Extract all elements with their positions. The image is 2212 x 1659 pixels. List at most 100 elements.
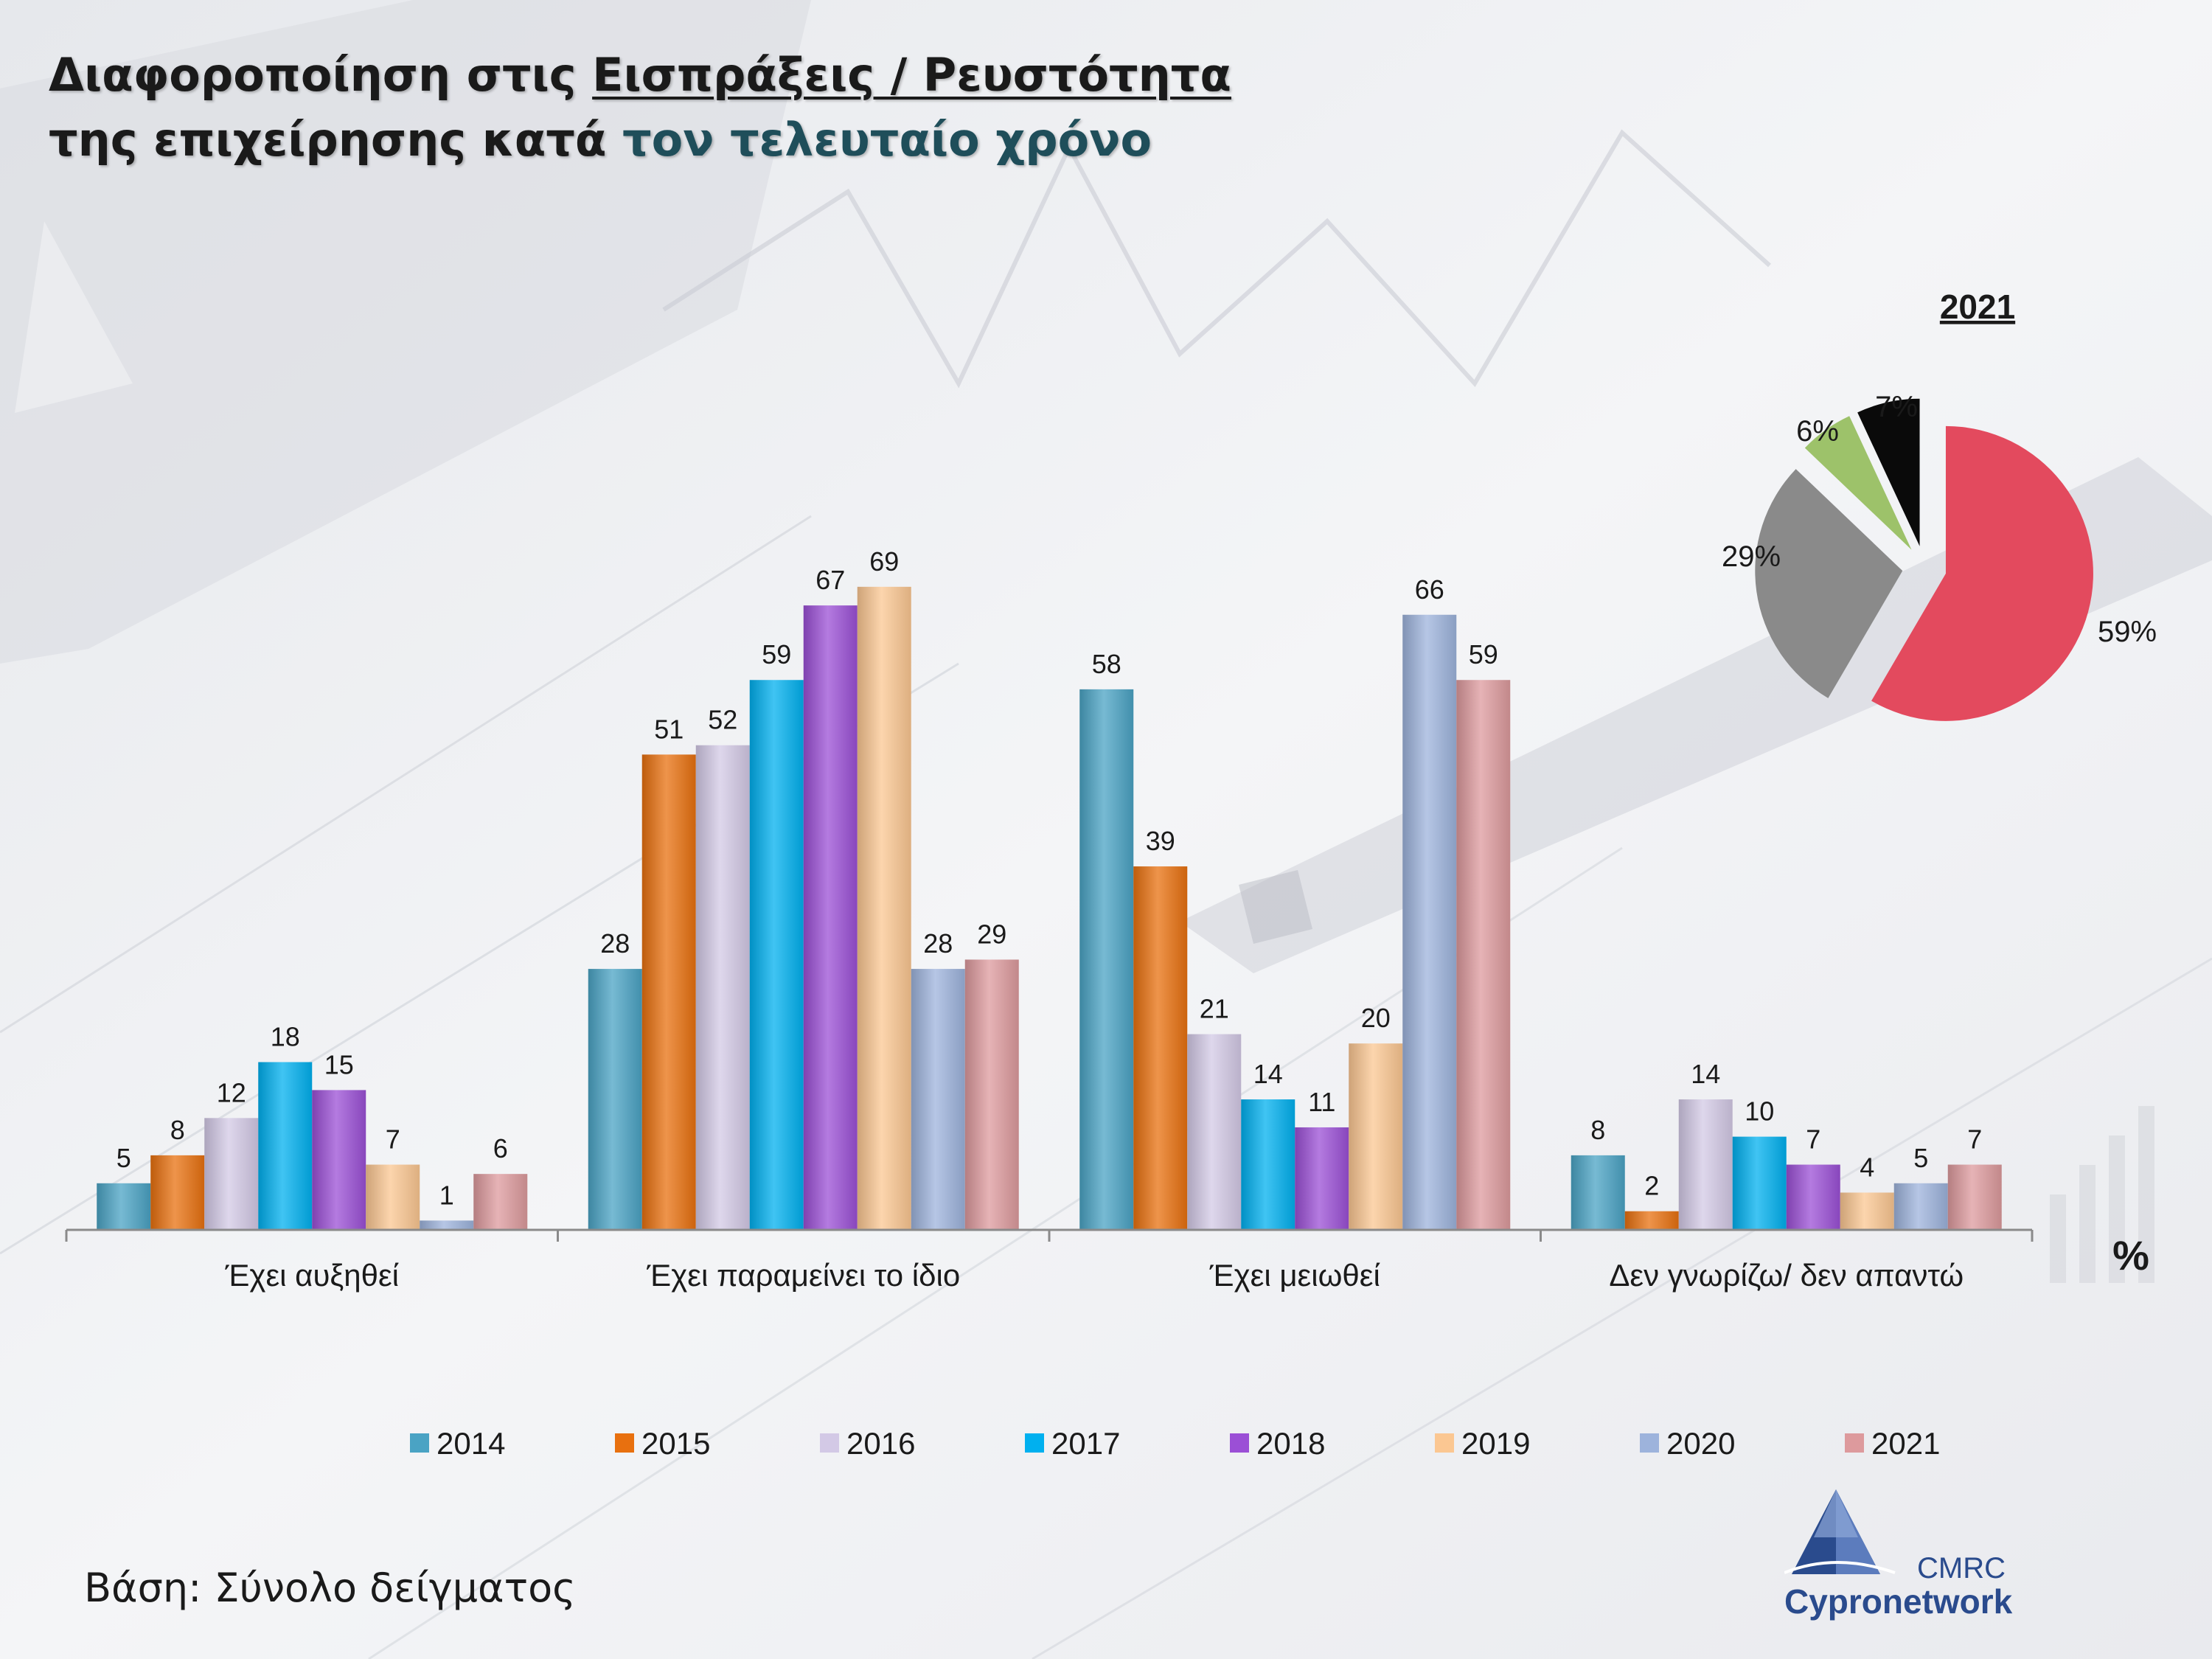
data-label: 12 — [217, 1077, 246, 1107]
data-label: 67 — [815, 565, 845, 595]
legend-label-2016: 2016 — [846, 1426, 915, 1461]
data-label: 7 — [1806, 1124, 1820, 1155]
title-line-1-text: Διαφοροποίηση στις — [49, 48, 593, 102]
bar-2020-3 — [1893, 1183, 1948, 1230]
data-label: 66 — [1415, 574, 1444, 605]
pie-slice-7pct — [1857, 398, 1920, 546]
bar-2014-2 — [1079, 689, 1134, 1230]
pie-title: 2021 — [1940, 288, 2015, 326]
bar-2015-1 — [641, 754, 696, 1230]
bar-2018-0 — [312, 1090, 366, 1230]
bar-2014-1 — [588, 969, 642, 1230]
title-line-2: της επιχείρησης κατά τον τελευταίο χρόνο — [49, 108, 1231, 173]
bar-2021-2 — [1456, 680, 1511, 1230]
data-label: 14 — [1253, 1059, 1283, 1089]
bar-2019-0 — [366, 1164, 420, 1230]
bar-2015-2 — [1133, 866, 1188, 1230]
data-label: 28 — [923, 928, 953, 959]
logo-name-text: Cypronetwork — [1784, 1582, 2013, 1621]
bar-2017-1 — [749, 680, 804, 1230]
data-label: 4 — [1860, 1152, 1874, 1182]
data-label: 59 — [1469, 639, 1498, 669]
bar-2015-0 — [150, 1155, 205, 1230]
bar-2016-3 — [1678, 1099, 1733, 1230]
cmrc-logo: CMRC Cypronetwork — [1784, 1486, 2020, 1633]
legend-swatch-2016 — [820, 1433, 839, 1453]
legend-swatch-2018 — [1230, 1433, 1249, 1453]
data-label: 8 — [1590, 1115, 1605, 1145]
bar-2018-3 — [1786, 1164, 1840, 1230]
data-label: 52 — [708, 705, 737, 735]
pie-label: 29% — [1722, 540, 1781, 573]
bar-2017-3 — [1732, 1136, 1787, 1230]
bar-2020-0 — [420, 1220, 474, 1230]
pie-chart: 59% 29% 6% 7% 2021 — [1722, 288, 2157, 721]
legend-label-2017: 2017 — [1051, 1426, 1120, 1461]
legend-swatch-2019 — [1435, 1433, 1454, 1453]
data-label: 15 — [324, 1049, 354, 1079]
data-label: 6 — [493, 1133, 508, 1164]
bar-2021-1 — [964, 959, 1019, 1230]
bar-2014-3 — [1571, 1155, 1625, 1230]
legend-swatch-2020 — [1640, 1433, 1659, 1453]
legend-swatch-2017 — [1025, 1433, 1044, 1453]
data-label: 58 — [1092, 649, 1121, 679]
bar-2018-2 — [1295, 1127, 1349, 1230]
pie-label: 7% — [1875, 391, 1918, 423]
data-label: 5 — [1913, 1143, 1928, 1173]
data-label: 21 — [1200, 994, 1229, 1024]
unit-label: % — [2112, 1232, 2149, 1279]
bar-2017-0 — [258, 1062, 313, 1230]
title-line-2-text: της επιχείρησης κατά — [49, 113, 623, 167]
pie-label: 59% — [2098, 616, 2157, 648]
legend-label-2018: 2018 — [1256, 1426, 1325, 1461]
bar-2016-2 — [1187, 1034, 1242, 1230]
data-label: 5 — [116, 1143, 131, 1173]
category-label: Δεν γνωρίζω/ δεν απαντώ — [1609, 1258, 1964, 1293]
data-label: 7 — [386, 1124, 400, 1155]
bar-2020-1 — [911, 969, 965, 1230]
data-label: 7 — [1967, 1124, 1982, 1155]
bar-2020-2 — [1402, 614, 1457, 1230]
data-label: 8 — [170, 1115, 185, 1145]
data-label: 18 — [271, 1021, 300, 1051]
pie-slice-59pct — [1871, 425, 2093, 721]
data-label: 59 — [762, 639, 791, 669]
category-label: Έχει παραμείνει το ίδιο — [646, 1258, 960, 1293]
legend-swatch-2015 — [615, 1433, 634, 1453]
bar-2016-1 — [695, 745, 750, 1230]
legend-label-2015: 2015 — [641, 1426, 710, 1461]
page-title: Διαφοροποίηση στις Εισπράξεις / Ρευστότη… — [49, 43, 1231, 173]
bar-2019-2 — [1349, 1043, 1403, 1230]
data-label: 39 — [1146, 826, 1175, 856]
data-label: 51 — [654, 714, 684, 744]
bar-2014-0 — [97, 1183, 151, 1230]
bar-2019-3 — [1840, 1192, 1894, 1230]
data-label: 14 — [1691, 1059, 1720, 1089]
category-label: Έχει μειωθεί — [1209, 1258, 1380, 1293]
data-label: 10 — [1745, 1096, 1774, 1127]
legend-label-2014: 2014 — [437, 1426, 505, 1461]
sample-base-note: Βάση: Σύνολο δείγματος — [84, 1565, 576, 1611]
pie-slice-29pct — [1755, 469, 1903, 698]
logo-cmrc-text: CMRC — [1917, 1552, 2006, 1585]
category-label: Έχει αυξηθεί — [224, 1258, 399, 1293]
bar-2021-3 — [1947, 1164, 2002, 1230]
legend-label-2019: 2019 — [1461, 1426, 1530, 1461]
bar-2021-0 — [473, 1174, 528, 1230]
bar-2016-0 — [204, 1118, 259, 1230]
pie-slice-6pct — [1804, 416, 1912, 550]
bar-2015-3 — [1624, 1211, 1679, 1230]
bar-2017-2 — [1241, 1099, 1295, 1230]
data-label: 69 — [869, 546, 899, 577]
data-label: 20 — [1361, 1003, 1391, 1033]
title-line-1: Διαφοροποίηση στις Εισπράξεις / Ρευστότη… — [49, 43, 1231, 108]
title-line-2-highlight: τον τελευταίο χρόνο — [622, 113, 1152, 167]
data-label: 11 — [1308, 1087, 1335, 1117]
title-line-1-highlight: Εισπράξεις / Ρευστότητα — [592, 48, 1231, 102]
pyramid-logo-icon — [1784, 1489, 1896, 1574]
legend-label-2021: 2021 — [1871, 1426, 1940, 1461]
bar-2018-1 — [803, 605, 858, 1230]
data-label: 1 — [439, 1180, 454, 1210]
